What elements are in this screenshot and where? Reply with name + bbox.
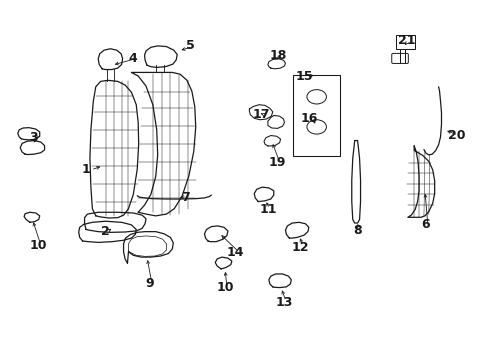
Text: 5: 5 [185,39,194,52]
Text: 16: 16 [300,112,317,125]
Text: 10: 10 [30,239,47,252]
Text: 8: 8 [353,224,361,237]
Text: 4: 4 [128,51,137,64]
Text: 10: 10 [216,281,233,294]
Text: 14: 14 [226,246,244,259]
Text: 15: 15 [295,69,312,82]
Text: 7: 7 [180,191,189,204]
Text: 13: 13 [275,296,293,309]
Text: 3: 3 [29,131,38,144]
Text: 20: 20 [447,129,465,142]
Text: 9: 9 [145,278,153,291]
Text: 17: 17 [252,108,270,121]
Bar [395,35,414,49]
Text: 1: 1 [81,163,90,176]
Text: 19: 19 [268,156,286,169]
Text: 21: 21 [397,34,414,48]
Bar [293,75,339,156]
Text: 2: 2 [101,225,110,238]
Text: 18: 18 [269,49,287,62]
Text: 11: 11 [259,203,276,216]
Text: 6: 6 [421,218,429,231]
Text: 12: 12 [291,241,309,254]
